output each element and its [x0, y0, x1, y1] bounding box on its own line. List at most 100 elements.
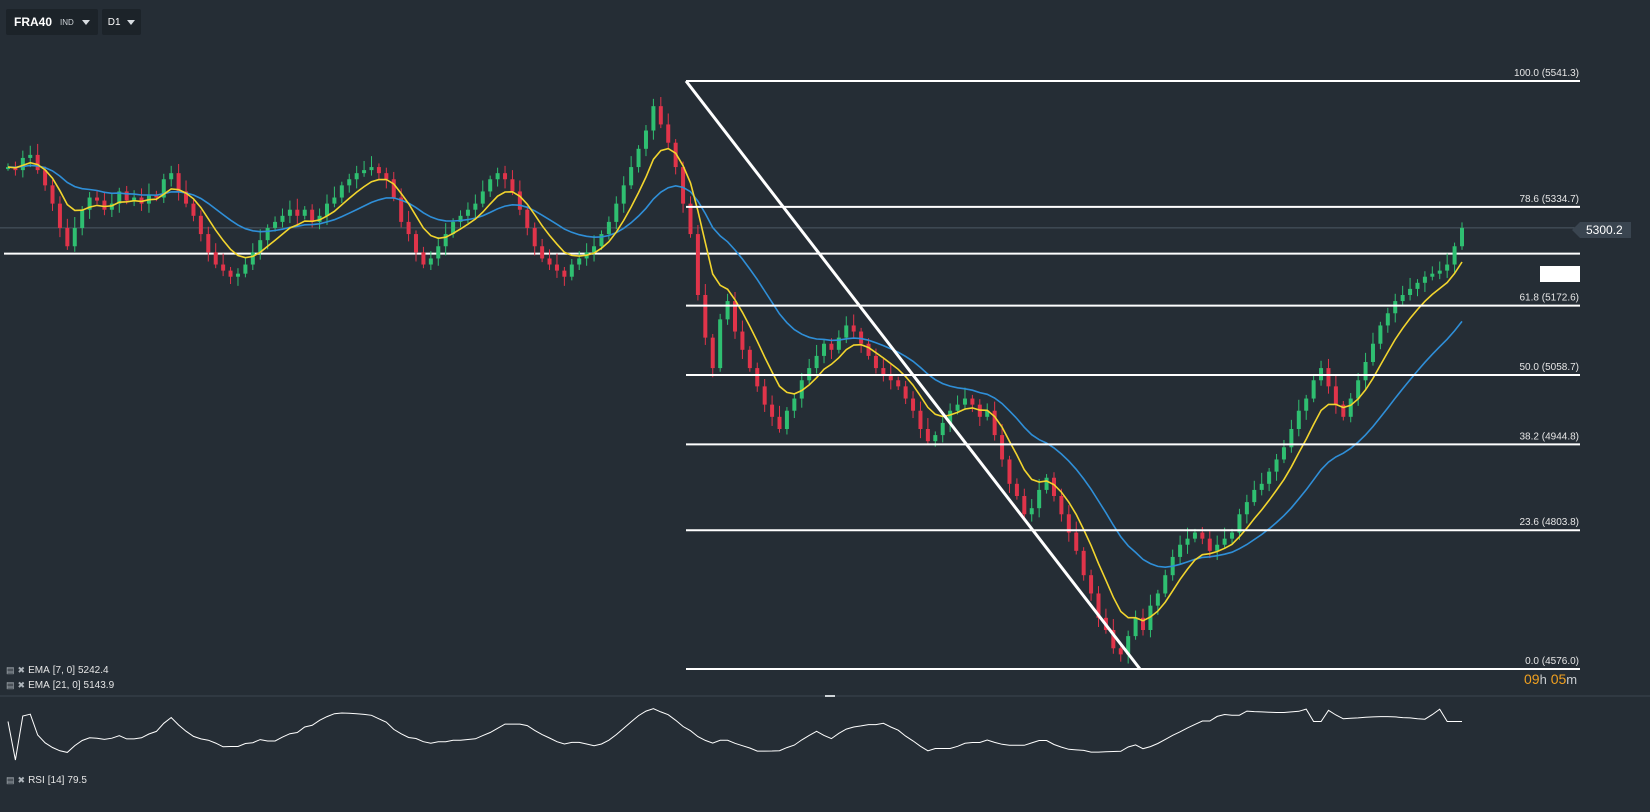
candle-body	[384, 173, 389, 180]
candle-body	[777, 416, 782, 429]
fib-level-label: 61.8 (5172.6)	[1520, 293, 1580, 304]
candle-body	[762, 386, 767, 405]
legend-ema21-params: [21, 0]	[52, 680, 81, 691]
candle-body	[532, 227, 537, 247]
candle-body	[525, 209, 530, 228]
candle-body	[443, 234, 448, 247]
legend-ema21-name: EMA	[28, 680, 50, 691]
fib-level-label: 78.6 (5334.7)	[1520, 194, 1580, 205]
candle-body	[933, 435, 938, 442]
candle-body	[421, 252, 426, 265]
candle-body	[169, 173, 174, 180]
candle-body	[495, 173, 500, 180]
candle-body	[844, 325, 849, 338]
candle-body	[1089, 575, 1094, 594]
current-price-tag: 5300.2	[1572, 222, 1631, 238]
candle-body	[1252, 489, 1257, 503]
candle-body	[970, 398, 975, 405]
candle-body	[280, 215, 285, 222]
candle-body	[614, 203, 619, 222]
candle-body	[1244, 502, 1249, 515]
candle-body	[1066, 514, 1071, 533]
candle-body	[310, 209, 315, 222]
timeframe-selector[interactable]: D1	[101, 9, 141, 35]
candle-body	[1289, 429, 1294, 448]
countdown-h-unit: h	[1539, 672, 1547, 687]
candle-body	[1408, 288, 1413, 295]
candle-body	[562, 270, 567, 277]
close-icon[interactable]: ✖	[17, 680, 26, 690]
candle-body	[1044, 477, 1049, 490]
candle-body	[57, 203, 62, 228]
candle-body	[888, 374, 893, 381]
candle-body	[369, 167, 374, 171]
candle-body	[606, 221, 611, 235]
candle-body	[658, 106, 663, 125]
candle-body	[1326, 368, 1331, 387]
current-price-label: 5300.2	[1586, 223, 1623, 237]
legend-rsi-params: [14]	[47, 775, 65, 786]
candle-body	[554, 264, 559, 271]
candle-body	[480, 191, 485, 204]
candle-body	[1281, 447, 1286, 460]
candle-body	[206, 234, 211, 253]
legend-ema7-name: EMA	[28, 665, 50, 676]
symbol-selector[interactable]: FRA40 IND	[6, 9, 98, 35]
candle-body	[1059, 496, 1064, 515]
candle-body	[547, 258, 552, 265]
candle-body	[414, 234, 419, 253]
candle-body	[458, 215, 463, 222]
candle-body	[339, 185, 344, 198]
candle-body	[710, 337, 715, 369]
fib-level-label: 100.0 (5541.3)	[1514, 68, 1579, 79]
candle-body	[228, 270, 233, 277]
candle-body	[65, 227, 70, 247]
candle-body	[651, 106, 656, 131]
candle-body	[473, 203, 478, 210]
fib-level-label: 50.0 (5058.7)	[1520, 362, 1580, 373]
candle-body	[621, 185, 626, 204]
candle-body	[985, 410, 990, 417]
candle-body	[488, 179, 493, 192]
caret-down-icon[interactable]	[81, 19, 90, 25]
candle-body	[1422, 276, 1427, 283]
candle-body	[1393, 301, 1398, 314]
candle-body	[962, 398, 967, 405]
candle-body	[102, 200, 107, 210]
candle-body	[1222, 538, 1227, 545]
level-marker-box[interactable]	[1540, 266, 1580, 282]
candle-body	[859, 331, 864, 344]
countdown-minutes: 05	[1550, 671, 1567, 687]
candle-body	[317, 215, 322, 222]
candle-body	[265, 227, 270, 241]
panel-resize-handle[interactable]	[825, 695, 835, 697]
countdown-hours: 09	[1524, 671, 1540, 687]
candle-body	[1014, 483, 1019, 497]
bars-icon[interactable]: ▤	[6, 775, 15, 785]
candle-body	[896, 380, 901, 387]
bars-icon[interactable]: ▤	[6, 665, 15, 675]
candle-body	[992, 410, 997, 436]
candle-body	[354, 173, 359, 180]
close-icon[interactable]: ✖	[17, 775, 26, 785]
candle-body	[792, 398, 797, 411]
candle-body	[347, 179, 352, 186]
candle-body	[540, 246, 545, 259]
candle-body	[503, 173, 508, 180]
candle-body	[1037, 489, 1042, 509]
candle-countdown: 09h 05m	[1524, 671, 1577, 687]
symbol-type-label: IND	[60, 17, 74, 27]
candle-body	[399, 197, 404, 222]
candle-body	[881, 368, 886, 375]
candle-body	[1074, 532, 1079, 551]
candle-body	[1415, 282, 1420, 289]
candle-body	[1118, 648, 1123, 655]
candle-body	[250, 252, 255, 265]
caret-down-icon[interactable]	[126, 19, 135, 25]
candle-body	[1341, 404, 1346, 417]
close-icon[interactable]: ✖	[17, 665, 26, 675]
bars-icon[interactable]: ▤	[6, 680, 15, 690]
candle-body	[1207, 538, 1212, 551]
candle-body	[1311, 380, 1316, 399]
